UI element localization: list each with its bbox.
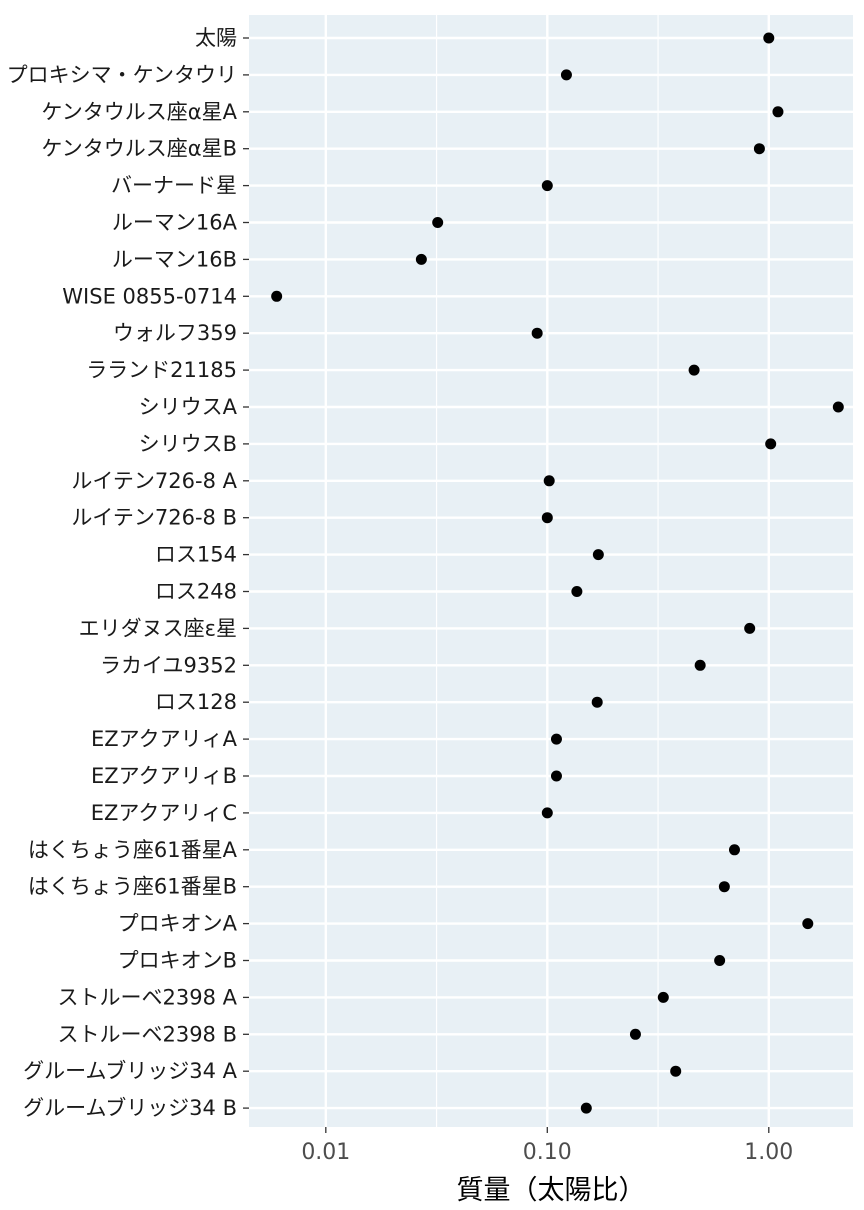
data-point bbox=[531, 327, 543, 339]
data-point bbox=[571, 586, 583, 597]
y-tick-label: グルームブリッジ34 B bbox=[23, 1096, 237, 1120]
x-tick-label: 1.00 bbox=[744, 1140, 793, 1165]
y-tick-label: ストルーベ2398 B bbox=[57, 1022, 237, 1046]
data-point bbox=[744, 622, 756, 634]
y-tick-label: シリウスA bbox=[139, 395, 238, 419]
y-tick-label: プロキシマ・ケンタウリ bbox=[7, 63, 237, 87]
data-point bbox=[541, 807, 553, 819]
data-point bbox=[591, 696, 603, 708]
x-tick-label: 0.01 bbox=[301, 1140, 350, 1165]
y-tick-label: ロス154 bbox=[155, 543, 237, 567]
y-tick-label: ラカイユ9352 bbox=[100, 653, 237, 677]
y-tick-label: シリウスB bbox=[139, 432, 237, 456]
data-point bbox=[541, 180, 553, 192]
data-point bbox=[718, 881, 730, 893]
y-tick-label: ラランド21185 bbox=[86, 358, 237, 382]
data-point bbox=[772, 106, 784, 118]
data-point bbox=[694, 659, 706, 671]
data-point bbox=[832, 401, 844, 413]
y-tick-label: はくちょう座61番星B bbox=[28, 875, 237, 899]
y-tick-label: WISE 0855-0714 bbox=[62, 284, 237, 308]
y-tick-label: バーナード星 bbox=[111, 174, 237, 198]
y-tick-label: EZアクアリィC bbox=[91, 801, 237, 825]
y-tick-label: ケンタウルス座α星B bbox=[41, 137, 237, 161]
y-tick-label: ルイテン726-8 B bbox=[71, 506, 237, 530]
data-point bbox=[802, 918, 814, 930]
y-tick-label: はくちょう座61番星A bbox=[28, 838, 238, 862]
x-tick-label: 0.10 bbox=[523, 1140, 572, 1165]
data-points bbox=[271, 32, 844, 1114]
data-point bbox=[271, 290, 283, 302]
data-point bbox=[728, 844, 740, 856]
y-tick-label: ロス128 bbox=[155, 690, 237, 714]
data-point bbox=[765, 438, 777, 450]
x-axis-title: 質量（太陽比） bbox=[457, 1175, 646, 1206]
y-tick-label: ロス248 bbox=[155, 580, 237, 604]
data-point bbox=[629, 1028, 641, 1040]
data-point bbox=[657, 991, 669, 1003]
y-tick-label: 太陽 bbox=[195, 26, 237, 50]
data-point bbox=[541, 512, 553, 524]
y-tick-label: ケンタウルス座α星A bbox=[41, 100, 237, 124]
y-tick-label: ルイテン726-8 A bbox=[71, 469, 237, 493]
y-tick-label: EZアクアリィB bbox=[91, 764, 237, 788]
y-tick-label: プロキオンB bbox=[118, 949, 237, 973]
y-axis-labels: 太陽プロキシマ・ケンタウリケンタウルス座α星Aケンタウルス座α星Bバーナード星ル… bbox=[7, 26, 249, 1120]
data-point bbox=[753, 143, 765, 155]
data-point bbox=[543, 475, 555, 487]
x-axis: 0.01 0.10 1.00 bbox=[301, 1127, 793, 1165]
y-tick-label: ウォルフ359 bbox=[113, 321, 237, 345]
y-tick-label: グルームブリッジ34 A bbox=[23, 1059, 238, 1083]
y-tick-label: EZアクアリィA bbox=[91, 727, 238, 751]
data-point bbox=[560, 69, 572, 81]
y-tick-label: ルーマン16A bbox=[112, 211, 238, 235]
plot-panel bbox=[249, 15, 853, 1127]
data-point bbox=[763, 32, 775, 44]
y-tick-label: ストルーベ2398 A bbox=[58, 985, 238, 1009]
y-tick-label: プロキオンA bbox=[118, 912, 238, 936]
data-point bbox=[688, 364, 700, 376]
data-point bbox=[415, 253, 427, 265]
data-point bbox=[592, 549, 604, 561]
y-tick-label: エリダヌス座ε星 bbox=[79, 616, 237, 640]
data-point bbox=[714, 955, 726, 966]
data-point bbox=[432, 217, 444, 228]
y-tick-label: ルーマン16B bbox=[112, 247, 237, 271]
data-point bbox=[580, 1102, 592, 1114]
data-point bbox=[670, 1065, 682, 1077]
data-point bbox=[550, 733, 562, 745]
data-point bbox=[550, 770, 562, 782]
